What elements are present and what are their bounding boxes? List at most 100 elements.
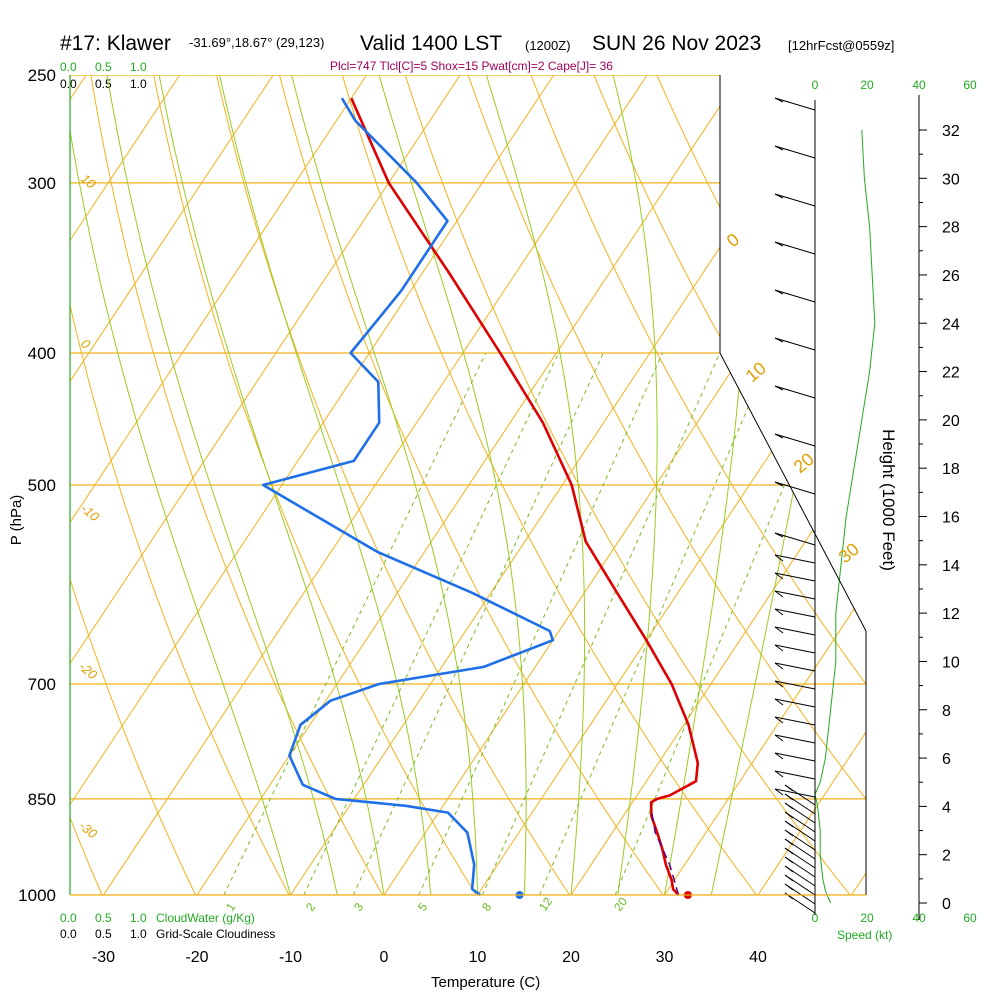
isotherm [477,75,866,895]
height-tick-26: 26 [942,268,960,285]
cw-tick-top-1: 0.5 [95,60,112,74]
adiabat-label-left: -20 [76,659,101,683]
wind-barb-flag [774,572,784,580]
cc-tick-top-2: 1.0 [130,77,147,91]
moist-adiabat [106,75,338,895]
wind-barb [774,193,816,207]
speed-tick-bot-1: 20 [860,911,874,925]
mixing-ratio-label: 20 [611,894,630,913]
height-tick-16: 16 [942,510,960,527]
wind-barb-flag [774,554,784,562]
temp-tick-20: 20 [562,949,580,966]
series-parcel [651,812,680,896]
adiabat-label-right: 0 [723,229,744,251]
wind-barb [774,241,816,255]
dry-adiabat [153,75,477,895]
cc-tick-bot-1: 0.5 [95,927,112,941]
moist-adiabat [485,75,586,895]
temp-tick-40: 40 [749,949,767,966]
wind-barb-flag [774,241,784,247]
speed-scale-top: 0 20 40 60 [812,78,977,92]
y-axis-label: P (hPa) [8,495,25,546]
height-tick-10: 10 [942,654,960,671]
temp-tick-0: 0 [380,949,389,966]
wind-barb-flag [784,793,794,801]
moist-adiabat [378,75,527,895]
moist-adiabat [219,75,432,895]
wind-barb [774,385,816,399]
pressure-tick-500: 500 [28,476,56,495]
cloudwater-label: CloudWater (g/Kg) [156,911,255,925]
isotherm [851,75,866,895]
wind-barb [774,680,816,690]
height-tick-28: 28 [942,220,960,237]
wind-barb-flag [774,644,784,652]
isotherm [70,75,555,895]
cw-tick-bot-0: 0.0 [60,911,77,925]
wind-barb-flag [774,770,784,778]
dry-adiabat [845,75,866,895]
temp-tick--10: -10 [279,949,302,966]
pressure-tick-1000: 1000 [18,886,56,905]
moist-adiabat [158,75,385,895]
valid-date: SUN 26 Nov 2023 [592,32,761,55]
height-tick-24: 24 [942,316,960,333]
wind-barb-flag [774,680,784,688]
wind-barb-flag [784,811,794,819]
wind-barb [774,770,816,780]
adiabat-label-left: -30 [76,818,101,842]
isotherm [103,75,648,895]
height-axis-label: Height (1000 Feet) [879,429,898,571]
speed-tick-bot-3: 60 [963,911,977,925]
mixing-ratio-label: 12 [536,894,555,913]
temp-tick--20: -20 [185,949,208,966]
mixing-ratio-line [418,352,663,895]
speed-tick-bot-0: 0 [812,911,819,925]
valid-utc: (1200Z) [525,38,571,53]
height-tick-2: 2 [942,848,951,865]
temp-tick--30: -30 [92,949,115,966]
cc-tick-top-0: 0.0 [60,77,77,91]
cw-tick-bot-2: 1.0 [130,911,147,925]
wind-barb-flag [774,97,784,103]
wind-barb-flag [774,752,784,760]
wind-barb-flag [784,829,794,837]
wind-barb [774,145,816,159]
speed-tick-top-0: 0 [812,78,819,92]
mixing-ratio-label: 2 [303,900,318,914]
wind-barb-flag [774,145,784,151]
isotherm [70,75,368,895]
pressure-tick-400: 400 [28,344,56,363]
adiabat-label-right: 20 [790,449,818,477]
pressure-tick-850: 850 [28,790,56,809]
wind-barb [774,97,816,111]
height-tick-22: 22 [942,365,960,382]
temp-tick-30: 30 [656,949,674,966]
moist-adiabat [612,75,658,895]
height-tick-0: 0 [942,896,951,913]
isotherm [196,75,742,895]
mixing-ratio-label: 3 [351,900,366,914]
plot-interior [70,75,866,895]
wind-barb-flag [774,608,784,616]
cw-tick-bot-1: 0.5 [95,911,112,925]
x-axis-label: Temperature (C) [431,974,540,991]
adiabat-label-right: 30 [835,539,863,567]
wind-barb-flag [784,892,794,900]
mixing-ratio-line [223,352,487,895]
station-title: #17: Klawer [60,32,171,55]
series-temperature [350,97,700,896]
height-tick-12: 12 [942,606,960,623]
wind-barb-flag [774,716,784,724]
isotherm [757,75,866,895]
wind-barb [774,554,816,564]
height-tick-30: 30 [942,171,960,188]
dry-adiabat [404,75,851,895]
dry-adiabat [530,75,866,895]
wind-barb-flag [774,734,784,742]
cloudwater-scale-top: 0.0 0.5 1.0 0.0 0.5 1.0 [60,60,147,91]
moist-adiabat [291,75,478,895]
moist-adiabat [70,75,291,895]
station-coords: -31.69°,18.67° (29,123) [189,35,324,50]
